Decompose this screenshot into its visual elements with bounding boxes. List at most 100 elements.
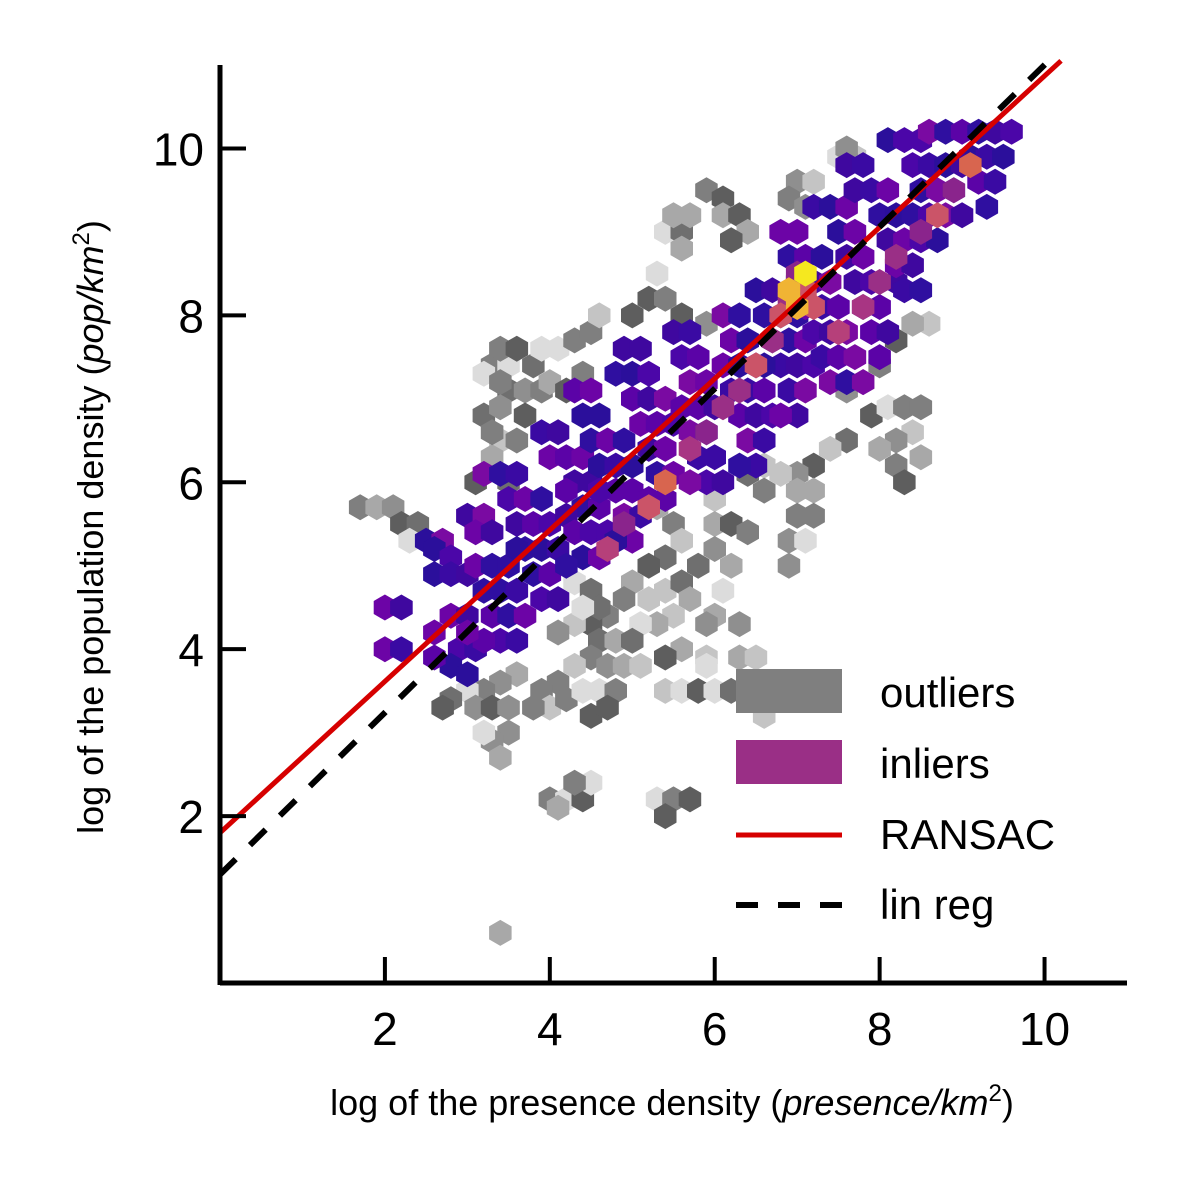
outlier-hexbin [563, 769, 586, 796]
inlier-hexbin-dense [851, 294, 875, 320]
outlier-hexbin [728, 611, 751, 638]
inlier-hexbin [950, 202, 974, 229]
y-tick-label: 8 [178, 290, 204, 342]
inlier-hexbin-dense [612, 511, 636, 537]
outlier-hexbin [818, 435, 842, 462]
y-tick-label: 4 [178, 624, 204, 676]
outlier-hexbin [645, 260, 669, 287]
inlier-hexbin-dense [711, 394, 735, 421]
outlier-hexbin [489, 394, 512, 421]
outlier-hexbin [909, 394, 933, 421]
outlier-hexbin [687, 552, 710, 579]
inlier-hexbin [505, 460, 529, 487]
inlier-hexbin [513, 602, 537, 629]
legend-inliers-label: inliers [880, 740, 990, 787]
inlier-hexbin-dense [744, 352, 768, 379]
inlier-hexbin [975, 193, 999, 220]
outlier-hexbin [497, 694, 520, 721]
outlier-hexbin [744, 644, 768, 671]
legend-outliers-swatch [736, 669, 842, 713]
inlier-hexbin [687, 344, 710, 371]
x-tick-label: 4 [537, 1003, 563, 1055]
outlier-hexbin [794, 527, 817, 554]
inlier-hexbin [678, 469, 702, 496]
inlier-hexbin [868, 344, 891, 371]
fit-lines [217, 58, 1063, 877]
outlier-hexbin [522, 694, 545, 721]
outlier-hexbin [637, 552, 660, 579]
outlier-hexbin [588, 302, 611, 329]
inlier-hexbin-dense [728, 377, 751, 404]
inlier-hexbin [456, 661, 479, 688]
inlier-hexbin [654, 435, 677, 462]
outlier-hexbin [563, 652, 586, 679]
inlier-hexbin [728, 452, 751, 479]
inlier-hexbin-dense [827, 319, 850, 346]
outlier-hexbin [654, 644, 677, 671]
x-tick-label: 10 [1019, 1003, 1070, 1055]
inlier-hexbin [843, 218, 867, 245]
outlier-hexbin [489, 744, 512, 771]
inlier-hexbin-dense [868, 269, 891, 295]
outlier-hexbin [596, 694, 619, 721]
inlier-hexbin [588, 402, 611, 429]
inlier-hexbin [851, 369, 875, 396]
inlier-hexbin [992, 143, 1015, 170]
outlier-hexbin [893, 469, 916, 496]
inlier-hexbin-dense [654, 469, 677, 496]
outlier-hexbin [720, 552, 743, 579]
outlier-hexbin [736, 519, 759, 546]
inlier-hexbin [843, 344, 867, 371]
y-axis-label: log of the population density (pop/km2) [68, 220, 111, 834]
outlier-hexbin [802, 502, 825, 529]
outlier-hexbin [752, 477, 776, 504]
inlier-hexbin [827, 294, 850, 320]
inlier-hexbin-dense [637, 494, 660, 521]
inlier-hexbin-dense [678, 435, 702, 462]
inlier-hexbin-dense [942, 177, 966, 204]
inlier-hexbin [728, 302, 751, 329]
outlier-hexbin [546, 794, 570, 821]
inlier-hexbin-dense [884, 243, 908, 270]
outlier-hexbin [703, 536, 726, 562]
outlier-hexbin [571, 594, 595, 621]
outlier-hexbin [505, 427, 529, 454]
inlier-hexbin [390, 594, 413, 621]
legend-inliers-swatch [736, 740, 842, 784]
outlier-hexbin [678, 202, 702, 229]
inlier-hexbin [711, 469, 735, 496]
y-axis-label-suffix: ) [70, 220, 111, 232]
inlier-hexbin [983, 168, 1007, 195]
inlier-hexbin [439, 544, 463, 571]
inlier-hexbin [703, 444, 726, 471]
inlier-hexbin [588, 477, 611, 504]
inlier-hexbin [637, 360, 660, 387]
outlier-hexbin [621, 302, 644, 329]
inlier-hexbin [588, 494, 611, 521]
x-axis-label-unit: presence/km [781, 1082, 988, 1123]
y-axis-label-prefix: log of the population density ( [70, 364, 111, 834]
outlier-hexbin [480, 419, 504, 446]
outlier-hexbin [695, 652, 718, 679]
linreg-line [217, 58, 1051, 877]
x-axis-label-suffix: ) [1002, 1082, 1014, 1123]
outlier-hexbin [629, 652, 652, 679]
outlier-hexbin [901, 310, 924, 337]
outlier-hexbin [513, 402, 537, 429]
inlier-hexbin [752, 377, 776, 404]
outlier-hexbin [695, 611, 718, 638]
outlier-hexbin [678, 586, 702, 613]
y-axis-label-exp: 2 [68, 232, 95, 245]
outlier-hexbin [505, 335, 529, 362]
outlier-hexbin [909, 444, 933, 471]
inlier-hexbin [390, 636, 413, 663]
inlier-hexbin-peak [794, 260, 817, 287]
inlier-hexbin [678, 319, 702, 346]
inlier-hexbin [736, 327, 759, 354]
axes [217, 65, 1127, 986]
x-tick-label: 6 [702, 1003, 728, 1055]
outlier-hexbin [489, 919, 512, 946]
inlier-hexbin [1000, 118, 1023, 145]
inlier-hexbin [794, 377, 817, 404]
